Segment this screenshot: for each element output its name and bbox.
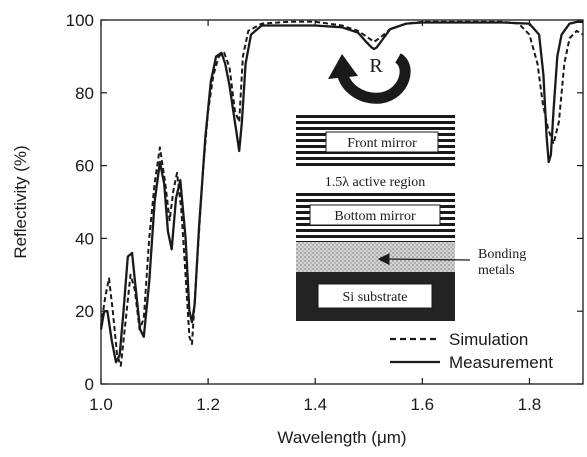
si-substrate-label-box [317,283,433,309]
mirror-layer [296,199,455,202]
mirror-layer [296,163,455,166]
reflection-label: R [369,55,383,77]
mirror-layer [296,229,455,232]
plot-frame [100,19,584,385]
x-tick-label: 1.4 [303,395,327,414]
reflection-arrow [328,53,411,104]
si-substrate-label: Si substrate [343,290,408,305]
x-tick-label: 1.8 [518,395,542,414]
bonding-metals-label-line2: metals [478,263,515,278]
mirror-layer [296,115,455,118]
curves-layer [99,20,584,367]
y-tick-label: 80 [75,84,94,103]
bonding-metal-layer [296,242,455,272]
y-tick-label: 60 [75,157,94,176]
bonding-metals-label-line1: Bonding [478,247,526,262]
x-axis-title: Wavelength (μm) [277,428,406,447]
mirror-layer [296,241,455,242]
legend: Simulation Measurement [390,330,553,372]
measurement-curve [99,20,583,364]
bonding-metals-pointer [377,253,471,266]
active-region-label: 1.5λ active region [325,175,425,190]
mirror-layer [296,121,455,124]
front-mirror-label: Front mirror [347,136,417,151]
y-tick-label: 0 [85,375,94,394]
y-axis-title: Reflectivity (%) [11,145,30,258]
layer-stack-diagram: Front mirror 1.5λ active region Bottom m… [296,115,530,321]
bonding-metals-label: Bonding metals [478,247,530,278]
y-tick-label: 20 [75,302,94,321]
y-tick-label: 100 [66,11,94,30]
mirror-layer [296,193,455,196]
mirror-layer [296,157,455,160]
simulation-curve [100,20,584,367]
mirror-layer [296,235,455,238]
legend-simulation-label: Simulation [449,330,528,349]
front-mirror-label-box [325,131,439,153]
y-tick-label: 40 [75,229,94,248]
x-tick-label: 1.6 [411,395,435,414]
active-region-layer [296,168,455,193]
legend-measurement-label: Measurement [449,353,553,372]
x-tick-label: 1.0 [89,395,113,414]
mirror-layer [296,127,455,130]
x-tick-label: 1.2 [196,395,220,414]
bottom-mirror-label-box [309,204,441,226]
bottom-mirror-label: Bottom mirror [334,209,416,224]
